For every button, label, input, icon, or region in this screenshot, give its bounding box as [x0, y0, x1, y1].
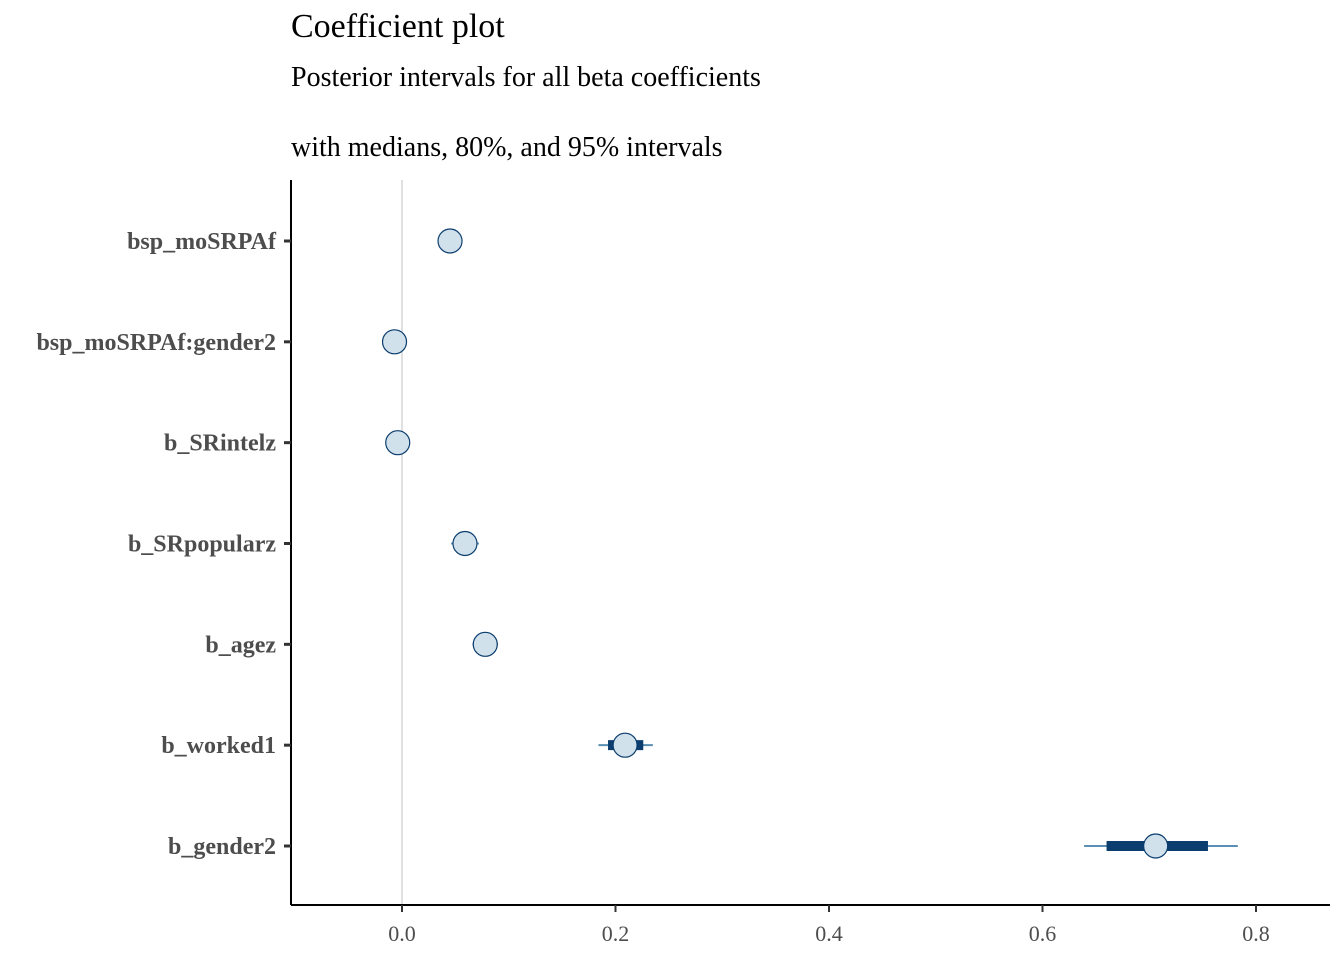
- chart-subtitle-line-2: with medians, 80%, and 95% intervals: [291, 132, 723, 163]
- chart-title: Coefficient plot: [291, 8, 505, 45]
- median-point: [1143, 833, 1169, 859]
- coefficient-row: [381, 329, 408, 355]
- x-tick-label: 0.4: [815, 921, 843, 946]
- x-axis-ticks: 0.0 0.2 0.4 0.6 0.8: [388, 905, 1270, 946]
- y-tick-label: b_worked1: [161, 733, 276, 759]
- median-point: [381, 329, 408, 355]
- coefficient-row: [472, 631, 499, 657]
- coefficient-row: [451, 530, 479, 557]
- y-axis-ticks: bsp_moSRPAf bsp_moSRPAf:gender2 b_SRintelz…: [36, 229, 291, 860]
- coefficient-row: [598, 732, 653, 758]
- median-point: [437, 228, 463, 254]
- median-point: [472, 631, 498, 657]
- median-point: [452, 530, 478, 557]
- median-point: [385, 430, 411, 456]
- y-tick-label: b_SRintelz: [164, 431, 276, 457]
- y-tick-label: b_agez: [205, 632, 276, 658]
- chart-subtitle: Posterior intervals for all beta coeffic…: [291, 62, 761, 93]
- x-tick-label: 0.0: [388, 921, 416, 946]
- y-tick-label: bsp_moSRPAf: [127, 229, 277, 255]
- coefficient-row: [385, 430, 411, 456]
- x-tick-label: 0.6: [1029, 921, 1057, 946]
- y-tick-label: b_gender2: [168, 834, 276, 860]
- median-point: [612, 732, 638, 758]
- x-tick-label: 0.8: [1242, 921, 1270, 946]
- y-tick-label: b_SRpopularz: [128, 532, 276, 558]
- y-tick-label: bsp_moSRPAf:gender2: [36, 330, 276, 356]
- coefficient-row: [437, 228, 463, 254]
- x-tick-label: 0.2: [602, 921, 630, 946]
- coefficient-row: [1084, 833, 1238, 859]
- interval-marks: [381, 228, 1238, 859]
